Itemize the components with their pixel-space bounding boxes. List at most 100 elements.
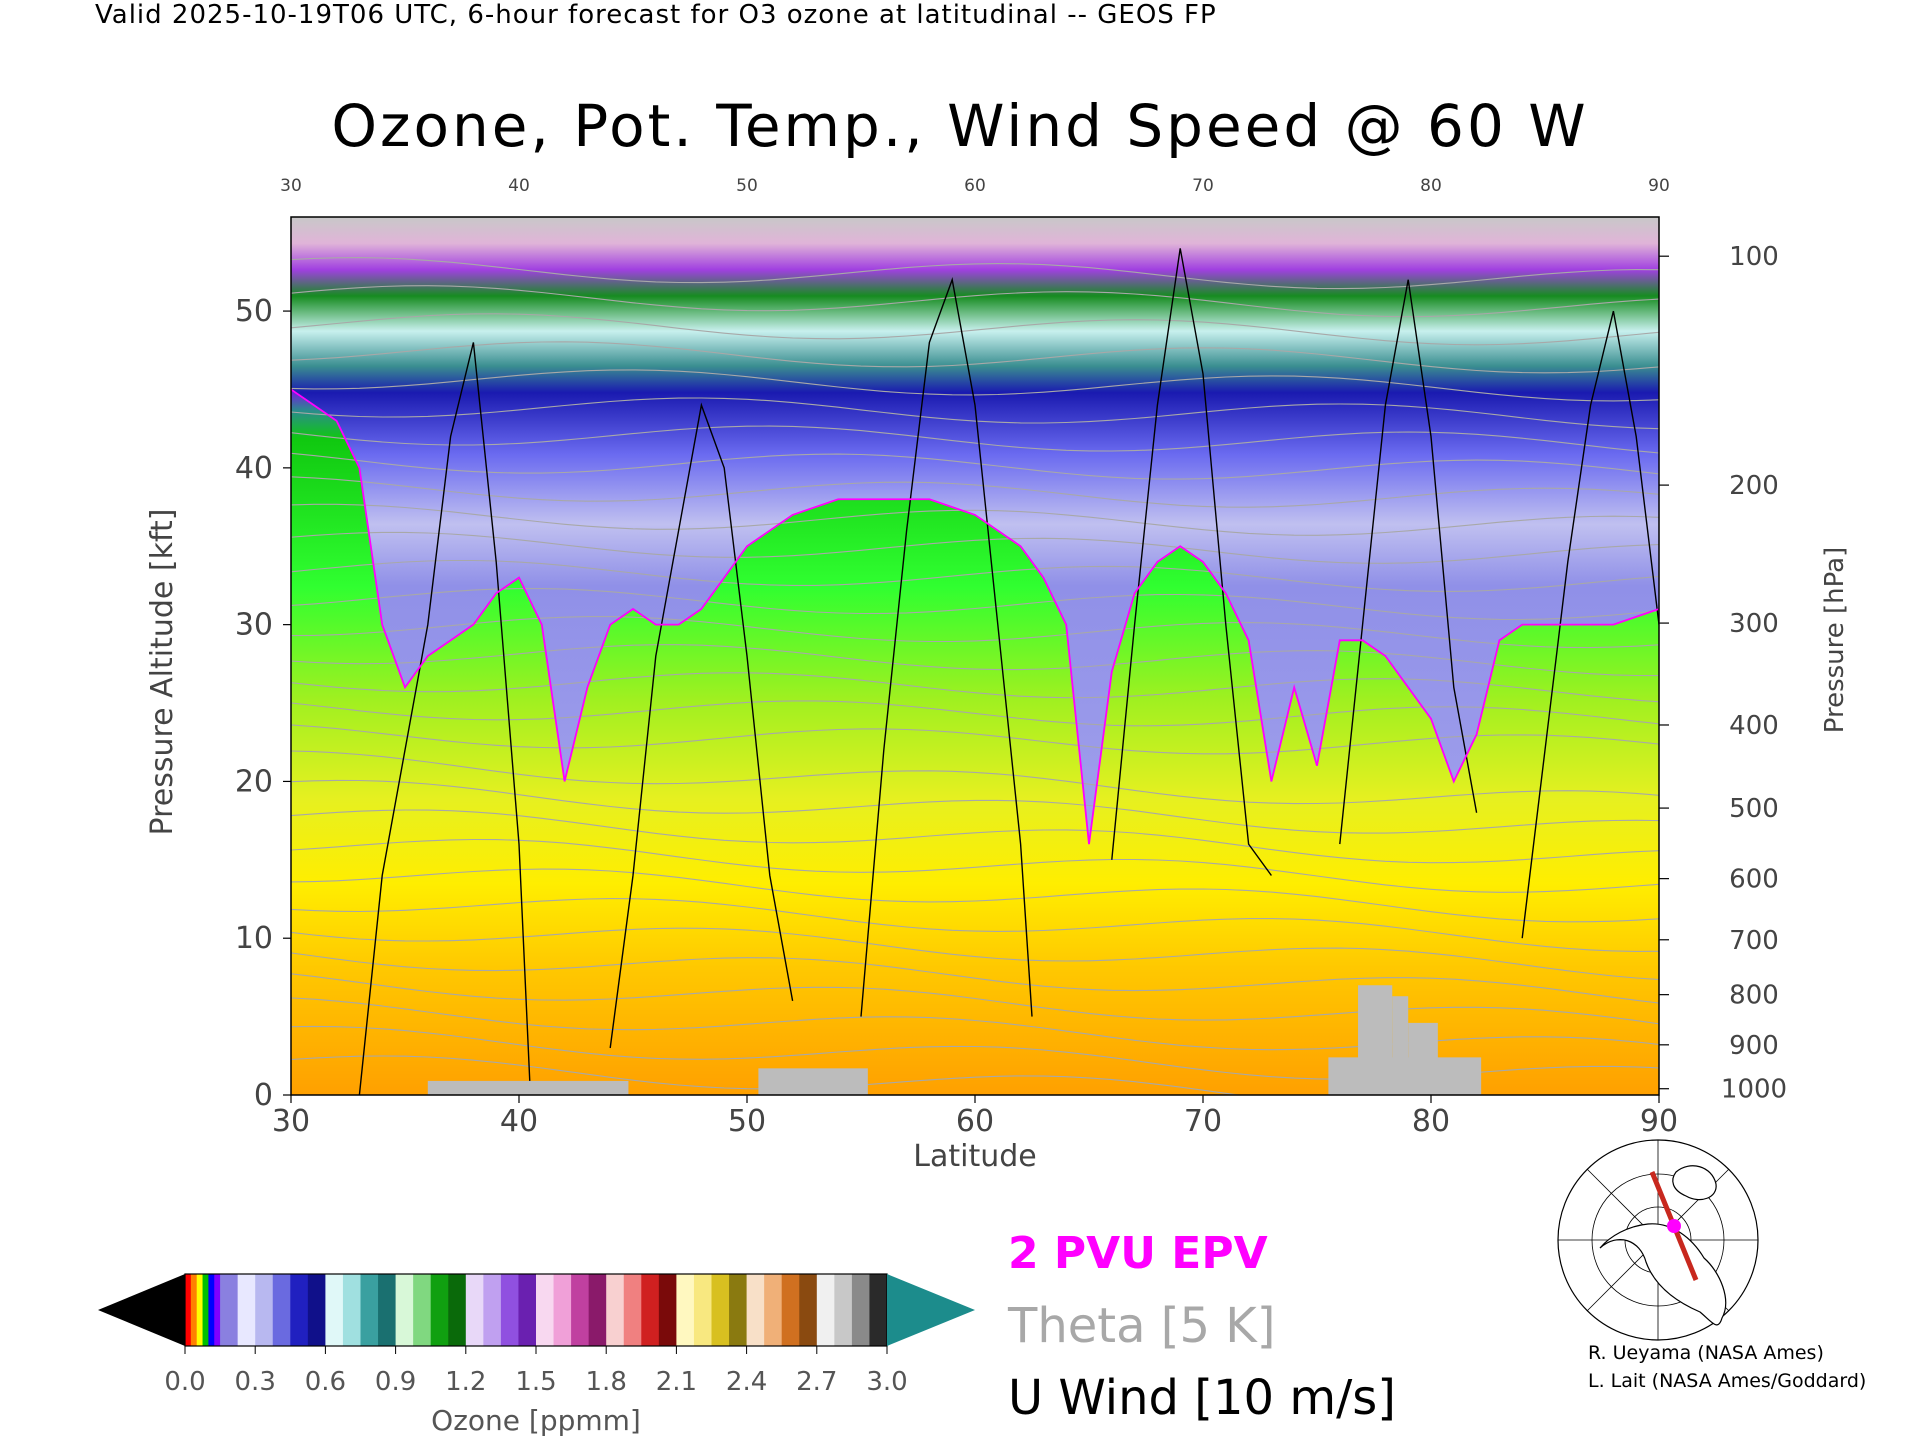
- colorbar-segment: [869, 1274, 888, 1346]
- legend-theta: Theta [5 K]: [1008, 1298, 1276, 1354]
- theta-contour: [291, 313, 1659, 346]
- theta-contour: [291, 341, 1659, 374]
- colorbar-tick-label: 2.7: [796, 1367, 837, 1397]
- colorbar-segment: [272, 1274, 291, 1346]
- y-tick-label: 30: [235, 608, 273, 643]
- colorbar-segment: [325, 1274, 344, 1346]
- colorbar-segment: [413, 1274, 432, 1346]
- colorbar-segment: [729, 1274, 748, 1346]
- legend-epv: 2 PVU EPV: [1008, 1228, 1268, 1279]
- theta-contour: [291, 750, 1659, 805]
- theta-contour: [291, 952, 1659, 1004]
- inset-polar-map: [1557, 1139, 1759, 1341]
- theta-contour: [291, 476, 1659, 508]
- pressure-tick-label: 500: [1729, 794, 1779, 824]
- theta-contour: [291, 588, 1659, 621]
- colorbar-segment: [623, 1274, 642, 1346]
- colorbar-segment: [395, 1274, 414, 1346]
- troposphere-ozone-field: [291, 389, 1659, 1095]
- colorbar-segment: [290, 1274, 309, 1346]
- theta-contour: [291, 1055, 1243, 1095]
- theta-contour: [291, 503, 1659, 536]
- colorbar-segment: [676, 1274, 695, 1346]
- y-tick-label: 20: [235, 764, 273, 799]
- x-tick-label: 50: [728, 1104, 766, 1139]
- colorbar-segment: [185, 1274, 192, 1346]
- colorbar-segment: [255, 1274, 274, 1346]
- colorbar-segment: [799, 1274, 818, 1346]
- colorbar-label: Ozone [ppmm]: [431, 1404, 641, 1437]
- y2-axis-label: Pressure [hPa]: [1820, 547, 1850, 734]
- theta-contour: [291, 700, 1659, 727]
- uwind-contour: [609, 402, 794, 1049]
- chart-title: Ozone, Pot. Temp., Wind Speed @ 60 W: [331, 92, 1589, 160]
- valid-time-header: Valid 2025-10-19T06 UTC, 6-hour forecast…: [95, 0, 1217, 30]
- theta-contour: [291, 898, 1659, 952]
- x-tick-label: 90: [1640, 1104, 1678, 1139]
- uwind-contour: [358, 342, 532, 1095]
- colorbar-tick-label: 2.4: [726, 1367, 767, 1397]
- top-tick-label: 80: [1420, 176, 1442, 196]
- colorbar-tick-label: 1.2: [445, 1367, 486, 1397]
- terrain-block: [1358, 985, 1393, 1095]
- y-tick-label: 10: [235, 921, 273, 956]
- terrain-block: [1408, 1022, 1438, 1095]
- colorbar-segment: [851, 1274, 871, 1346]
- x-axis-label: Latitude: [913, 1139, 1036, 1174]
- theta-contour: [291, 559, 1659, 592]
- theta-contour: [291, 809, 1659, 864]
- colorbar-segment: [378, 1274, 397, 1346]
- theta-contour: [291, 724, 1659, 755]
- pressure-tick-label: 1000: [1721, 1075, 1787, 1105]
- theta-contour: [291, 369, 1659, 402]
- y-axis-label: Pressure Altitude [kft]: [145, 509, 180, 836]
- colorbar-segment: [764, 1274, 783, 1346]
- y-tick-label: 50: [235, 294, 273, 329]
- colorbar-segment: [641, 1274, 660, 1346]
- colorbar-segment: [816, 1274, 835, 1346]
- pressure-tick-label: 600: [1729, 865, 1779, 895]
- colorbar-segment: [483, 1274, 502, 1346]
- pressure-tick-label: 400: [1729, 711, 1779, 741]
- colorbar-tick-label: 1.8: [586, 1367, 627, 1397]
- colorbar-tick-label: 2.1: [656, 1367, 697, 1397]
- colorbar-segment: [342, 1274, 362, 1346]
- colorbar-segment: [430, 1274, 449, 1346]
- pressure-tick-label: 300: [1729, 609, 1779, 639]
- colorbar-segment: [307, 1274, 326, 1346]
- colorbar-segment: [588, 1274, 607, 1346]
- colorbar-segment: [834, 1274, 853, 1346]
- colorbar-segment: [553, 1274, 572, 1346]
- credit-line-1: R. Ueyama (NASA Ames): [1588, 1342, 1824, 1364]
- colorbar-segment: [465, 1274, 484, 1346]
- colorbar-segment: [190, 1274, 198, 1346]
- colorbar-segment: [220, 1274, 239, 1346]
- colorbar-segment: [693, 1274, 713, 1346]
- pressure-tick-label: 200: [1729, 471, 1779, 501]
- top-tick-label: 90: [1648, 176, 1670, 196]
- terrain-block: [427, 1080, 629, 1095]
- y-tick-label: 40: [235, 451, 273, 486]
- theta-contour: [291, 531, 1659, 564]
- epv-2pvu-contour: [291, 388, 1659, 845]
- colorbar-segment: [536, 1274, 555, 1346]
- colorbar-tick-label: 3.0: [866, 1367, 907, 1397]
- pressure-tick-label: 900: [1729, 1031, 1779, 1061]
- pressure-tick-label: 700: [1729, 926, 1779, 956]
- colorbar-segment: [571, 1274, 590, 1346]
- top-tick-label: 50: [736, 176, 758, 196]
- credit-line-2: L. Lait (NASA Ames/Goddard): [1588, 1370, 1867, 1392]
- inset-location-marker: [1667, 1219, 1681, 1233]
- top-tick-label: 60: [964, 176, 986, 196]
- colorbar-segment: [214, 1274, 221, 1346]
- x-tick-label: 70: [1184, 1104, 1222, 1139]
- x-tick-label: 40: [500, 1104, 538, 1139]
- colorbar-segment: [658, 1274, 677, 1346]
- pressure-tick-label: 100: [1729, 242, 1779, 272]
- colorbar-segment: [448, 1274, 467, 1346]
- colorbar-tick-label: 1.5: [515, 1367, 556, 1397]
- colorbar-high-arrow: [887, 1274, 975, 1346]
- theta-contour: [291, 397, 1659, 430]
- colorbar-segment: [606, 1274, 625, 1346]
